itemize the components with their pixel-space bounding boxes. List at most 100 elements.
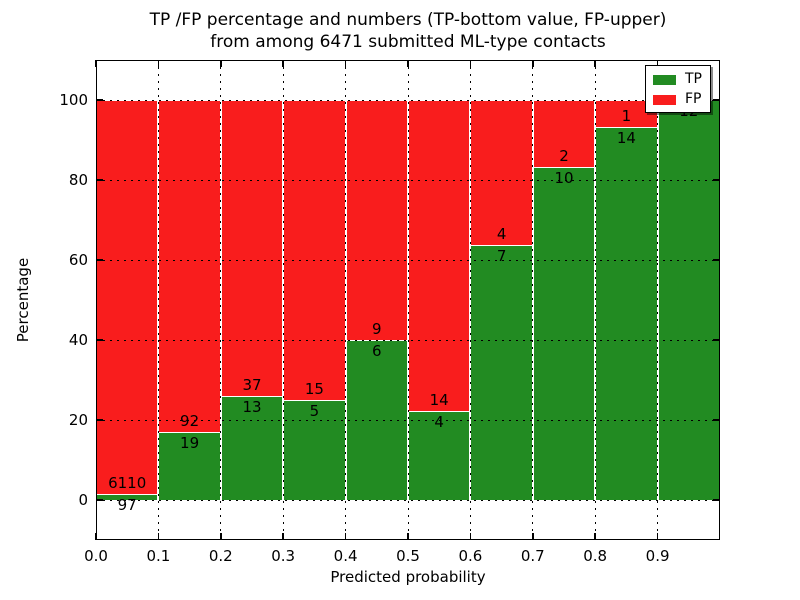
y-tick-label: 20 xyxy=(68,411,88,429)
horizontal-gridline xyxy=(96,339,720,341)
vertical-gridline xyxy=(345,60,347,540)
bar-fp-segment xyxy=(532,100,596,167)
y-tick-mark-right xyxy=(713,499,720,501)
bar-fp-segment xyxy=(345,100,408,340)
bar-fp-segment xyxy=(470,100,533,246)
y-tick-mark xyxy=(96,499,103,501)
chart-title: TP /FP percentage and numbers (TP-bottom… xyxy=(96,9,720,53)
x-tick-label: 0.8 xyxy=(583,547,608,565)
fp-count-label: 15 xyxy=(304,380,324,398)
y-tick-label: 0 xyxy=(78,491,88,509)
x-tick-label: 0.1 xyxy=(146,547,171,565)
x-tick-mark xyxy=(407,533,409,540)
y-tick-mark xyxy=(96,99,103,101)
horizontal-gridline xyxy=(96,179,720,181)
fp-count-label: 1 xyxy=(621,106,632,125)
x-tick-label: 0.9 xyxy=(645,547,670,565)
x-tick-mark-top xyxy=(656,60,659,67)
y-tick-label: 40 xyxy=(68,331,88,349)
tp-count-label: 10 xyxy=(554,168,574,187)
y-tick-label: 100 xyxy=(59,91,88,109)
x-tick-mark xyxy=(157,533,160,540)
x-tick-mark-top xyxy=(344,60,347,67)
bar-fp-segment xyxy=(283,100,346,400)
y-tick-mark xyxy=(96,179,103,181)
vertical-gridline xyxy=(407,60,409,540)
bar-tp-segment xyxy=(657,100,720,500)
x-tick-label: 0.3 xyxy=(271,547,296,565)
bar-tp-segment xyxy=(408,411,471,500)
vertical-gridline xyxy=(532,60,534,540)
x-tick-mark-top xyxy=(594,60,596,67)
bar-fp-segment xyxy=(220,100,284,396)
fp-count-label: 9 xyxy=(372,320,382,338)
x-axis-label: Predicted probability xyxy=(330,568,486,586)
chart-title-line1: TP /FP percentage and numbers (TP-bottom… xyxy=(149,10,667,30)
fp-count-label: 4 xyxy=(496,225,507,244)
fp-count-label: 37 xyxy=(242,376,262,394)
y-tick-label: 60 xyxy=(68,251,88,269)
bar-tp-segment xyxy=(220,396,284,500)
x-tick-mark xyxy=(469,533,472,540)
fp-swatch-icon xyxy=(653,94,676,105)
bar-fp-segment xyxy=(96,100,159,494)
x-tick-mark xyxy=(95,533,97,540)
horizontal-gridline xyxy=(96,99,720,101)
x-tick-label: 0.4 xyxy=(333,547,358,565)
y-tick-mark-right xyxy=(713,179,720,181)
x-tick-label: 0.5 xyxy=(396,547,420,565)
y-tick-label: 80 xyxy=(68,171,88,189)
legend-entry-label: FP xyxy=(685,91,702,107)
vertical-gridline xyxy=(594,60,596,540)
x-tick-mark xyxy=(656,533,659,540)
x-tick-mark xyxy=(532,533,534,540)
bar-tp-segment xyxy=(532,166,596,500)
vertical-gridline xyxy=(220,60,222,540)
x-tick-mark-top xyxy=(95,60,97,67)
tp-count-label: 19 xyxy=(180,433,200,452)
x-tick-mark xyxy=(282,533,284,540)
vertical-gridline xyxy=(157,60,159,540)
vertical-gridline xyxy=(469,60,471,540)
legend-entry: TP xyxy=(653,72,703,87)
fp-count-label: 92 xyxy=(180,411,200,430)
chart-title-line2: from among 6471 submitted ML-type contac… xyxy=(210,32,606,52)
legend-entry: FP xyxy=(653,92,703,107)
bar-tp-segment xyxy=(283,400,346,500)
tp-count-label: 13 xyxy=(242,398,262,416)
bar-fp-segment xyxy=(408,100,471,412)
x-tick-mark-top xyxy=(157,60,160,67)
bar-tp-segment xyxy=(595,126,658,500)
fp-count-label: 2 xyxy=(559,146,569,165)
tp-count-label: 6 xyxy=(372,342,382,360)
y-axis-label: Percentage xyxy=(14,257,32,343)
bar-tp-segment xyxy=(158,431,221,500)
x-tick-mark-top xyxy=(469,60,472,67)
y-tick-mark-right xyxy=(713,339,720,341)
x-tick-label: 0.0 xyxy=(84,547,108,565)
horizontal-gridline xyxy=(96,499,720,501)
fp-count-label: 6110 xyxy=(108,473,147,492)
y-tick-mark-right xyxy=(713,419,720,421)
horizontal-gridline xyxy=(96,259,720,261)
x-tick-mark-top xyxy=(282,60,284,67)
x-tick-mark-top xyxy=(220,60,222,67)
horizontal-gridline xyxy=(96,419,720,421)
legend-entry-label: TP xyxy=(685,71,702,87)
x-tick-mark xyxy=(594,533,596,540)
x-tick-label: 0.6 xyxy=(458,547,483,565)
vertical-gridline xyxy=(657,60,659,540)
tp-count-label: 7 xyxy=(496,247,507,266)
x-tick-label: 0.7 xyxy=(520,547,545,565)
y-tick-mark xyxy=(96,259,103,261)
tp-count-label: 97 xyxy=(117,495,137,514)
bar-tp-segment xyxy=(470,245,533,500)
tp-swatch-icon xyxy=(653,74,676,85)
bar-fp-segment xyxy=(158,100,221,432)
tp-count-label: 4 xyxy=(434,413,444,432)
x-tick-mark-top xyxy=(407,60,409,67)
x-tick-mark-top xyxy=(532,60,534,67)
y-tick-mark xyxy=(96,419,103,421)
